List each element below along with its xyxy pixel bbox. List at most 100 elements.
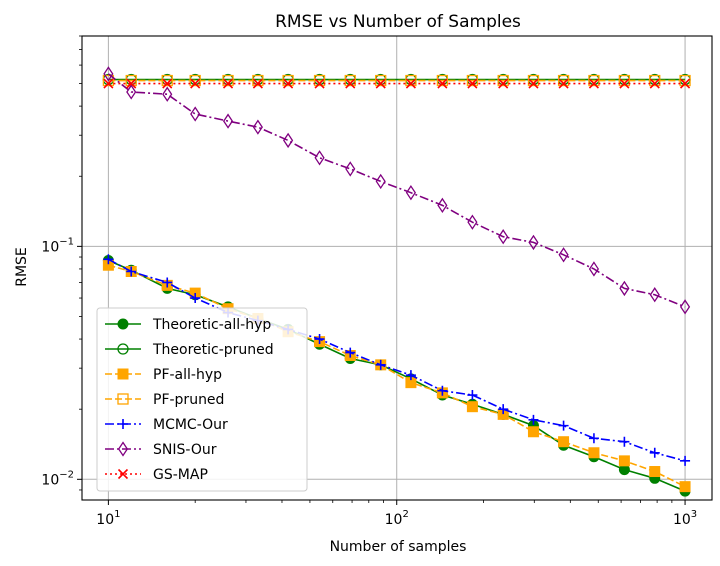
- data-point: [375, 78, 386, 89]
- data-point: [252, 78, 263, 89]
- legend-marker: [117, 343, 129, 355]
- data-point: [466, 401, 478, 413]
- data-point: [498, 229, 509, 245]
- series-line: [107, 73, 686, 308]
- legend-label: MCMC-Our: [153, 417, 228, 433]
- data-point: [405, 185, 416, 201]
- x-tick-label: 101: [96, 509, 120, 528]
- data-point: [190, 293, 201, 304]
- data-point: [314, 334, 325, 345]
- legend-label: PF-pruned: [153, 392, 224, 408]
- series-layer: [102, 66, 691, 497]
- data-point: [103, 66, 114, 82]
- data-point: [313, 74, 326, 87]
- data-point: [375, 359, 386, 370]
- data-point: [282, 74, 294, 87]
- data-point: [558, 247, 569, 263]
- data-point: [252, 74, 264, 87]
- data-point: [283, 132, 294, 149]
- data-point: [588, 74, 600, 87]
- legend-marker: [117, 318, 129, 330]
- data-point: [649, 447, 660, 458]
- legend-marker: [117, 468, 129, 480]
- data-point: [102, 74, 115, 87]
- data-point: [619, 436, 630, 447]
- y-axis-label: RMSE: [14, 247, 30, 287]
- series-pf-pruned: [102, 74, 691, 87]
- legend-label: SNIS-Our: [153, 442, 217, 458]
- data-point: [283, 78, 294, 89]
- data-point: [679, 78, 691, 89]
- data-point: [126, 78, 137, 89]
- data-point: [314, 78, 325, 89]
- y-tick-label: 10−1: [41, 236, 74, 255]
- data-point: [467, 214, 478, 230]
- data-point: [437, 385, 448, 396]
- data-point: [436, 74, 449, 87]
- data-point: [345, 347, 356, 358]
- data-point: [649, 78, 660, 89]
- legend-label: PF-all-hyp: [153, 367, 222, 383]
- x-tick-label: 102: [385, 509, 409, 528]
- data-point: [649, 74, 661, 87]
- data-point: [162, 78, 173, 89]
- data-point: [528, 414, 539, 425]
- data-point: [588, 433, 599, 444]
- data-point: [375, 74, 387, 87]
- legend-label: GS-MAP: [153, 467, 208, 483]
- data-point: [588, 78, 599, 89]
- data-point: [679, 74, 691, 87]
- data-point: [161, 74, 173, 87]
- data-point: [680, 455, 691, 466]
- data-point: [314, 150, 325, 166]
- data-point: [345, 161, 356, 177]
- data-point: [222, 78, 234, 89]
- data-point: [497, 74, 509, 87]
- legend: Theoretic-all-hyp Theoretic-pruned PF-all-…: [96, 307, 308, 492]
- data-point: [126, 84, 137, 100]
- legend-marker: [117, 441, 129, 457]
- data-point: [558, 420, 569, 431]
- data-point: [345, 78, 356, 89]
- data-point: [558, 78, 569, 89]
- data-point: [618, 74, 631, 87]
- data-point: [527, 426, 539, 438]
- data-point: [189, 74, 201, 87]
- legend-marker: [118, 419, 128, 429]
- data-point: [405, 74, 417, 87]
- legend-marker: [117, 368, 129, 380]
- legend-marker: [117, 393, 129, 405]
- axes: 101 102 103 10−2 10−1: [41, 35, 697, 528]
- data-point: [619, 78, 630, 89]
- data-point: [619, 280, 630, 297]
- data-point: [190, 106, 201, 122]
- data-point: [190, 78, 201, 89]
- x-axis-label: Number of samples: [330, 539, 467, 555]
- series-line: [108, 258, 686, 462]
- data-point: [618, 455, 630, 467]
- data-point: [103, 78, 114, 89]
- legend-box: [96, 307, 308, 492]
- series-snis-our: [103, 66, 691, 315]
- x-tick-label: 103: [673, 509, 697, 528]
- y-tick-label: 10−2: [41, 469, 74, 488]
- data-point: [558, 436, 570, 448]
- data-point: [405, 78, 416, 89]
- data-point: [588, 261, 600, 277]
- legend-label: Theoretic-all-hyp: [152, 317, 271, 333]
- data-point: [557, 74, 570, 87]
- data-point: [649, 466, 661, 478]
- data-point: [498, 404, 509, 415]
- data-point: [437, 78, 448, 89]
- data-point: [344, 74, 356, 87]
- data-point: [126, 266, 137, 277]
- data-point: [467, 390, 478, 401]
- data-point: [375, 173, 386, 190]
- data-point: [252, 119, 263, 135]
- data-point: [103, 254, 114, 265]
- data-point: [528, 78, 539, 89]
- data-point: [588, 447, 600, 459]
- data-point: [162, 277, 173, 288]
- data-point: [222, 74, 234, 87]
